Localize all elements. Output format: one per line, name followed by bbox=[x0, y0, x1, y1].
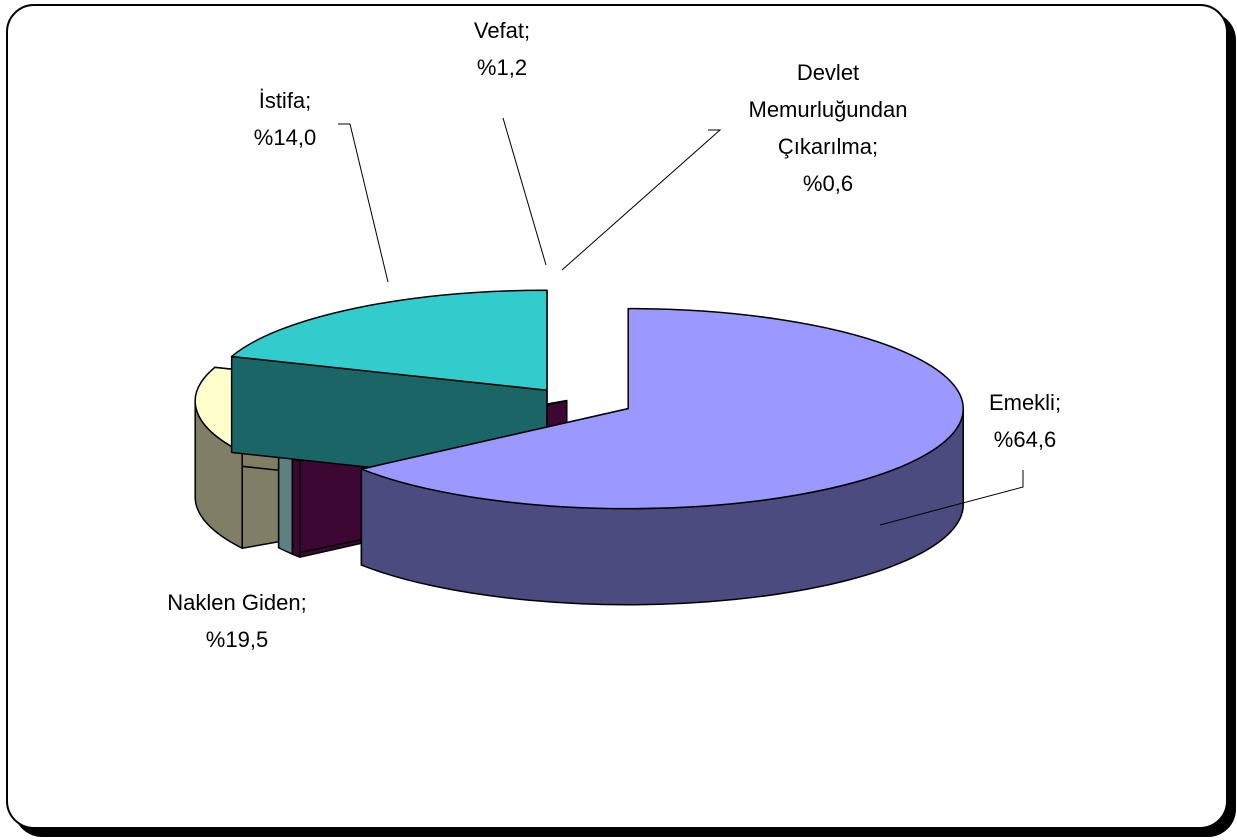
label-name: Emekli; bbox=[989, 390, 1061, 415]
label-name: Devlet bbox=[797, 60, 859, 85]
label-name: Çıkarılma; bbox=[778, 134, 878, 159]
leader-line-vefat bbox=[502, 117, 547, 266]
label-percent: %0,6 bbox=[803, 171, 853, 196]
slice-top bbox=[230, 289, 548, 391]
leader-line-devlet-memurlugundan-cikarilma bbox=[561, 129, 722, 271]
data-label-naklen-giden: Naklen Giden; %19,5 bbox=[167, 590, 306, 652]
slice-top bbox=[360, 307, 964, 510]
data-label-devlet-memurlugundan-cikarilma: Devlet Memurluğundan Çıkarılma; %0,6 bbox=[749, 60, 908, 196]
slice-outer-wall bbox=[277, 450, 294, 555]
label-name: Memurluğundan bbox=[749, 97, 908, 122]
label-percent: %14,0 bbox=[254, 125, 316, 150]
label-name: Vefat; bbox=[474, 18, 530, 43]
pie-slice-emekli bbox=[360, 307, 964, 606]
label-name: Naklen Giden; bbox=[167, 590, 306, 615]
data-label-vefat: Vefat; %1,2 bbox=[474, 18, 530, 80]
label-name: İstifa; bbox=[259, 88, 312, 113]
leader-line-emekli bbox=[879, 470, 1024, 526]
leader-line-istifa bbox=[338, 123, 389, 283]
label-percent: %19,5 bbox=[206, 627, 268, 652]
data-label-emekli: Emekli; %64,6 bbox=[989, 390, 1061, 452]
label-percent: %1,2 bbox=[477, 55, 527, 80]
data-label-istifa: İstifa; %14,0 bbox=[254, 88, 316, 150]
slice-outer-wall bbox=[291, 457, 301, 558]
label-percent: %64,6 bbox=[994, 427, 1056, 452]
